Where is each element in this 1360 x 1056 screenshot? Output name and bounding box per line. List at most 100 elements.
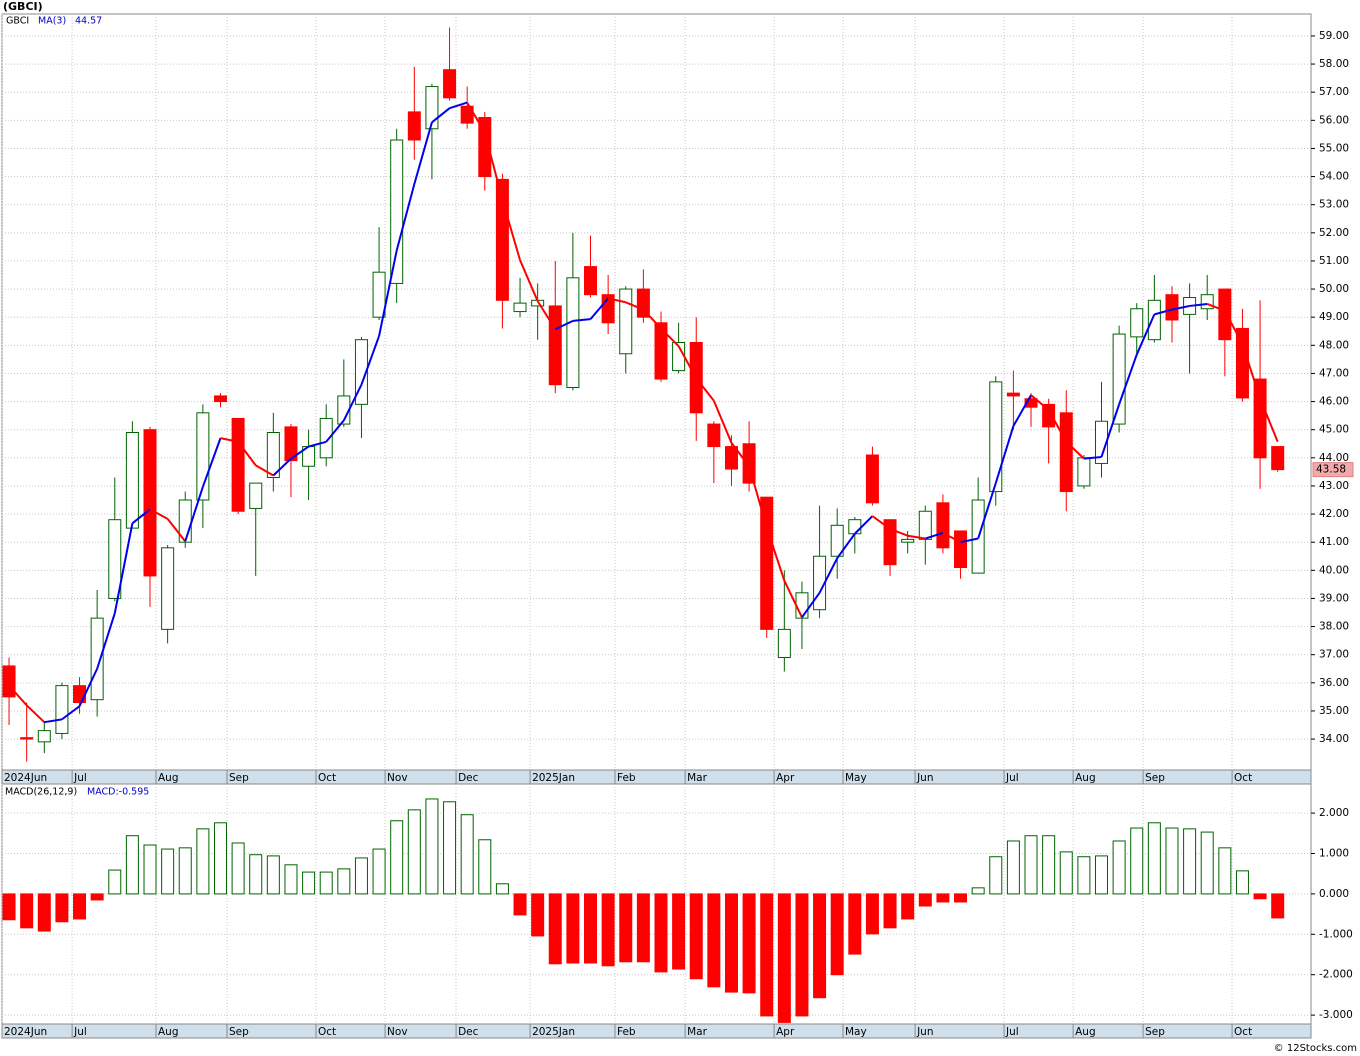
macd-bar — [830, 893, 844, 976]
macd-bar — [460, 814, 474, 895]
legend-ma: MA(3) — [38, 16, 66, 27]
ma-segment — [1100, 404, 1121, 458]
y-tick-label: 58.00 — [1319, 58, 1349, 70]
y-tick-label: 43.00 — [1319, 480, 1349, 492]
y-tick-label: 35.00 — [1319, 705, 1349, 717]
ma-segment — [854, 515, 874, 535]
macd-bar — [1235, 870, 1249, 895]
ma-segment — [501, 199, 521, 261]
x-tick-label: Oct — [318, 772, 336, 784]
macd-bar — [1024, 835, 1038, 895]
ma-segment — [184, 486, 204, 542]
ma-segment — [977, 482, 997, 539]
macd-bar — [865, 893, 879, 935]
macd-bar — [125, 835, 139, 895]
macd-bar — [689, 893, 703, 980]
ma-segment — [1189, 302, 1208, 307]
ma-segment — [960, 537, 979, 544]
macd-bar — [55, 893, 69, 923]
macd-bar — [1218, 847, 1232, 895]
y-tick-label: 50.00 — [1319, 283, 1349, 295]
macd-bar — [901, 893, 915, 920]
candle-body — [1147, 299, 1161, 341]
x-tick-label: 2024Jun — [4, 1026, 47, 1038]
candle-body — [865, 454, 879, 504]
last-price-box — [1312, 462, 1354, 478]
macd-bar — [989, 856, 1003, 895]
ma-segment — [871, 515, 891, 530]
candle-body — [37, 730, 51, 743]
y-tick-label: -3.000 — [1319, 1009, 1353, 1021]
ma-segment — [131, 508, 151, 525]
macd-bar — [108, 869, 122, 895]
ma-segment — [25, 704, 45, 723]
macd-bar — [2, 893, 16, 921]
ma-segment — [201, 437, 222, 488]
ma-segment — [1030, 394, 1050, 411]
macd-bar — [601, 893, 615, 967]
x-tick-label: Feb — [617, 1026, 636, 1038]
x-tick-label: 2024Jun — [4, 772, 47, 784]
ma-segment — [695, 377, 715, 402]
x-axis-strip — [1, 769, 1312, 785]
macd-bar — [231, 842, 245, 895]
x-tick-label: Nov — [387, 772, 408, 784]
ma-segment — [8, 684, 28, 706]
y-tick-label: 41.00 — [1319, 536, 1349, 548]
candle-body — [1165, 294, 1179, 321]
ma-segment — [78, 668, 99, 707]
candle-body — [795, 592, 809, 619]
candle-body — [636, 288, 650, 318]
ma-segment — [801, 592, 821, 618]
legend-ma-value: 44.57 — [75, 16, 102, 27]
macd-bar — [513, 893, 527, 916]
x-tick-label: Feb — [617, 772, 636, 784]
candle-body — [918, 510, 932, 540]
ma-segment — [660, 327, 680, 347]
ma-segment — [378, 250, 398, 337]
candle-body — [284, 426, 298, 462]
macd-bar — [478, 839, 492, 895]
ma-segment — [1223, 310, 1244, 345]
x-tick-label: May — [845, 1026, 867, 1038]
x-tick-label: Jul — [73, 1026, 87, 1038]
macd-bar — [73, 893, 87, 920]
macd-bar — [619, 893, 633, 963]
macd-bar — [249, 854, 263, 895]
macd-bar — [1077, 856, 1091, 895]
ma-segment — [1118, 354, 1138, 405]
macd-readout: MACD:-0.595 — [87, 787, 149, 798]
ma-segment — [765, 526, 786, 582]
macd-bar — [425, 798, 439, 895]
ma-segment — [360, 335, 381, 386]
macd-bar — [1253, 893, 1267, 900]
candle-body — [73, 685, 87, 703]
macd-bar — [795, 893, 809, 1017]
y-tick-label: -1.000 — [1319, 928, 1353, 940]
y-tick-label: 59.00 — [1319, 30, 1349, 42]
macd-bar — [319, 871, 333, 895]
macd-bar — [1165, 827, 1179, 895]
x-tick-label: Dec — [458, 772, 479, 784]
candle-body — [1253, 378, 1267, 459]
candle-body — [989, 381, 1003, 493]
ma-segment — [942, 532, 962, 544]
panel-frame — [1, 13, 1312, 771]
y-tick-label: 40.00 — [1319, 564, 1349, 576]
macd-bar — [724, 893, 738, 993]
candle-body — [1006, 392, 1020, 397]
macd-bar — [742, 893, 756, 994]
candle-body — [213, 395, 227, 403]
candle-body — [90, 617, 104, 701]
candle-body — [1271, 446, 1285, 471]
ma-segment — [431, 107, 451, 124]
x-tick-label: Jul — [1005, 1026, 1019, 1038]
macd-bar — [777, 893, 791, 1023]
y-tick-label: 52.00 — [1319, 227, 1349, 239]
candle-body — [125, 432, 139, 529]
macd-bar — [971, 887, 985, 895]
candle-body — [143, 429, 157, 577]
ma-segment — [466, 102, 486, 133]
